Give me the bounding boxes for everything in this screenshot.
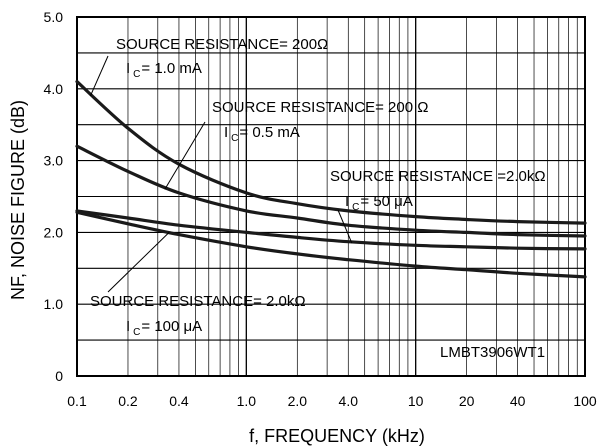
ic-subscript: C — [231, 133, 238, 144]
x-tick-label: 0.2 — [118, 393, 138, 409]
part-number-label: LMBT3906WT1 — [440, 344, 545, 361]
y-tick-label: 5.0 — [44, 9, 64, 25]
x-tick-label: 0.1 — [67, 393, 87, 409]
x-tick-labels: 0.1 0.2 0.4 1.0 2.0 4.0 10 20 40 100 — [67, 393, 597, 409]
y-tick-label: 3.0 — [44, 153, 64, 169]
leader-line-1 — [89, 55, 109, 97]
leader-line-4 — [107, 232, 170, 293]
x-tick-label: 10 — [408, 393, 424, 409]
x-axis-title: f, FREQUENCY (kHz) — [249, 426, 425, 446]
x-tick-label: 20 — [459, 393, 475, 409]
annotation-4: SOURCE RESISTANCE= 2.0kΩ I C= 100 μA — [90, 293, 306, 338]
leader-line-3 — [337, 209, 353, 244]
x-tick-label: 40 — [510, 393, 526, 409]
annotation-4-resistance: SOURCE RESISTANCE= 2.0kΩ — [90, 293, 306, 310]
annotation-3-resistance: SOURCE RESISTANCE =2.0kΩ — [330, 168, 546, 185]
annotation-2-resistance: SOURCE RESISTANCE= 200 Ω — [212, 99, 428, 116]
x-tick-label: 100 — [573, 393, 597, 409]
annotation-1-current: I C= 1.0 mA — [126, 60, 202, 80]
series-line-3 — [75, 209, 587, 251]
ic-symbol: I — [224, 124, 228, 141]
annotation-3: SOURCE RESISTANCE =2.0kΩ I C= 50 μA — [330, 168, 546, 213]
series-line-1 — [75, 80, 587, 225]
ic-value: = 0.5 mA — [239, 124, 299, 141]
annotation-1-resistance: SOURCE RESISTANCE= 200Ω — [116, 36, 328, 53]
series-line-2 — [75, 144, 587, 238]
y-tick-label: 2.0 — [44, 224, 64, 240]
y-tick-labels: 0 1.0 2.0 3.0 4.0 5.0 — [44, 9, 64, 384]
y-tick-label: 0 — [55, 368, 63, 384]
leader-lines — [89, 55, 353, 293]
x-tick-label: 1.0 — [237, 393, 257, 409]
ic-subscript: C — [352, 202, 359, 213]
y-tick-label: 1.0 — [44, 296, 64, 312]
ic-symbol: I — [126, 60, 130, 77]
x-tick-label: 4.0 — [339, 393, 359, 409]
series-line-4 — [75, 210, 587, 279]
ic-subscript: C — [133, 327, 140, 338]
annotation-2: SOURCE RESISTANCE= 200 Ω I C= 0.5 mA — [212, 99, 428, 144]
y-tick-label: 4.0 — [44, 81, 64, 97]
ic-value: = 50 μA — [360, 193, 412, 210]
annotation-4-current: I C= 100 μA — [126, 318, 202, 338]
ic-value: = 100 μA — [141, 318, 202, 335]
annotation-2-current: I C= 0.5 mA — [224, 124, 300, 144]
annotation-3-current: I C= 50 μA — [345, 193, 413, 213]
ic-subscript: C — [133, 69, 140, 80]
leader-line-2 — [164, 121, 206, 190]
grid — [76, 16, 586, 377]
ic-value: = 1.0 mA — [141, 60, 201, 77]
annotation-1: SOURCE RESISTANCE= 200Ω I C= 1.0 mA — [116, 36, 328, 80]
curves — [75, 80, 587, 279]
ic-symbol: I — [345, 193, 349, 210]
y-axis-title: NF, NOISE FIGURE (dB) — [8, 100, 28, 300]
x-tick-label: 0.4 — [169, 393, 189, 409]
ic-symbol: I — [126, 318, 130, 335]
x-tick-label: 2.0 — [288, 393, 308, 409]
